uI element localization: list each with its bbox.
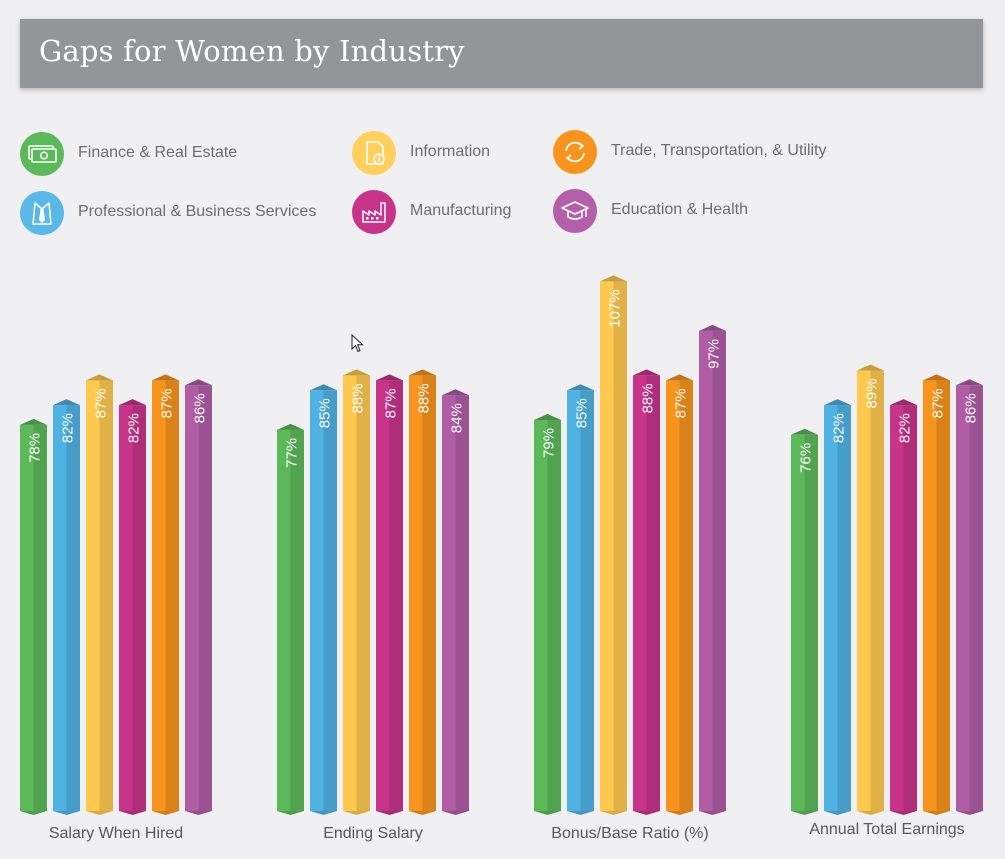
- legend-label: Professional & Business Services: [78, 203, 317, 220]
- bar-value-label: 78%: [27, 433, 44, 463]
- category-label: Salary When Hired: [48, 825, 184, 842]
- bar-value-label: 82%: [126, 413, 143, 443]
- bar: [185, 379, 212, 815]
- bar-value-label: 88%: [416, 383, 433, 413]
- factory-icon: [352, 190, 396, 234]
- bar: [119, 399, 146, 815]
- bar: [86, 374, 113, 815]
- bar: [857, 364, 884, 815]
- bar-value-label: 87%: [159, 388, 176, 418]
- title-bar: Gaps for Women by Industry: [20, 19, 983, 88]
- legend-label: Manufacturing: [410, 202, 512, 219]
- bar-value-label: 107%: [607, 289, 624, 327]
- money-icon: [20, 132, 64, 176]
- bar-value-label: 89%: [864, 378, 881, 408]
- bar-value-label: 76%: [798, 443, 815, 473]
- exchange-arrows-icon: [553, 130, 597, 174]
- bar: [699, 324, 726, 815]
- bar: [824, 399, 851, 815]
- category-label: Bonus/Base Ratio (%): [551, 825, 709, 842]
- shirt-tie-icon: [20, 191, 64, 235]
- bar-value-label: 87%: [673, 388, 690, 418]
- page-title: Gaps for Women by Industry: [39, 34, 465, 68]
- bar: [152, 374, 179, 815]
- bar: [409, 369, 436, 815]
- legend-label: Education & Health: [611, 201, 748, 218]
- bar-value-label: 85%: [317, 398, 334, 428]
- bar: [376, 374, 403, 815]
- bar: [277, 423, 304, 815]
- bar: [442, 389, 469, 815]
- bar-value-label: 88%: [640, 383, 657, 413]
- bar-value-label: 87%: [383, 388, 400, 418]
- bar-value-label: 88%: [350, 383, 367, 413]
- bar: [791, 428, 818, 815]
- mouse-cursor-icon: [351, 334, 364, 353]
- bar-value-label: 82%: [831, 413, 848, 443]
- bar: [956, 379, 983, 815]
- bar-value-label: 82%: [897, 413, 914, 443]
- bar: [310, 384, 337, 815]
- bar-value-label: 87%: [93, 388, 110, 418]
- graduation-cap-icon: [553, 189, 597, 233]
- bar: [666, 374, 693, 815]
- bar-value-label: 77%: [284, 438, 301, 468]
- bar: [633, 369, 660, 815]
- bar-value-label: 79%: [541, 428, 558, 458]
- bar-value-label: 85%: [574, 398, 591, 428]
- bar-value-label: 84%: [449, 403, 466, 433]
- bar: [600, 275, 627, 815]
- bar-value-label: 86%: [192, 393, 209, 423]
- bar: [53, 399, 80, 815]
- bar: [343, 369, 370, 815]
- bar-value-label: 97%: [706, 339, 723, 369]
- bar: [534, 413, 561, 815]
- bar: [567, 384, 594, 815]
- bar-value-label: 82%: [60, 413, 77, 443]
- bar: [923, 374, 950, 815]
- bar-value-label: 86%: [963, 393, 980, 423]
- legend-label: Trade, Transportation, & Utility: [611, 142, 827, 159]
- document-info-icon: [352, 131, 396, 175]
- bar: [20, 418, 47, 815]
- legend-label: Information: [410, 143, 491, 160]
- category-label: Ending Salary: [323, 825, 423, 842]
- bar-value-label: 87%: [930, 388, 947, 418]
- category-label: Annual Total Earnings: [809, 821, 965, 838]
- legend-label: Finance & Real Estate: [78, 144, 238, 161]
- bar: [890, 399, 917, 815]
